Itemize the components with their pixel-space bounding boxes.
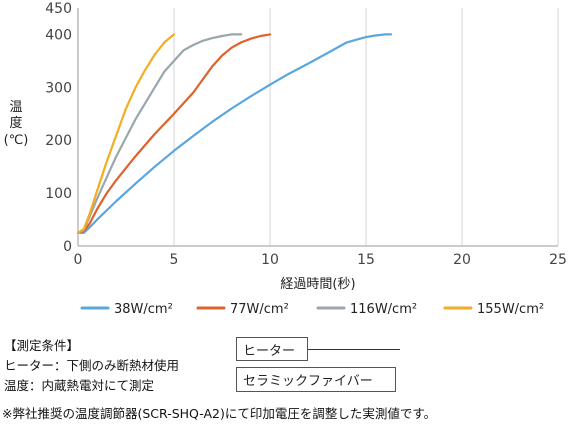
legend: 38W/cm² 77W/cm² 116W/cm² 155W/cm² [80,302,544,317]
x-tick-labels: 0 5 10 15 20 25 [74,252,567,268]
series-lines [76,33,393,234]
x-tick-label: 25 [549,252,567,268]
y-tick-label: 450 [45,1,72,17]
series-line-1 [76,33,272,234]
legend-label-1: 77W/cm² [230,302,289,317]
series-line-3 [76,33,176,234]
legend-label-3: 155W/cm² [477,302,544,317]
heater-line [308,349,400,350]
series-line-2 [76,33,243,234]
legend-label-2: 116W/cm² [350,302,417,317]
y-axis-label-part: (℃) [4,133,29,148]
y-tick-labels: 0 100 200 300 400 450 [45,1,72,255]
x-tick-label: 5 [170,252,179,268]
series-line-0 [76,33,393,234]
y-tick-label: 100 [45,186,72,202]
grid-lines [173,8,559,246]
measurement-conditions: 【測定条件】 ヒーター：下側のみ断熱材使用 温度：内蔵熱電対にて測定 [4,336,179,396]
heater-box: ヒーター [236,337,308,361]
y-tick-label: 0 [63,239,72,255]
legend-label-0: 38W/cm² [114,302,173,317]
conditions-temperature: 温度：内蔵熱電対にて測定 [4,378,155,393]
x-tick-label: 0 [74,252,83,268]
x-axis-label: 経過時間(秒) [280,277,355,292]
conditions-heater: ヒーター：下側のみ断熱材使用 [4,358,180,373]
conditions-title: 【測定条件】 [4,338,80,353]
axes [77,8,558,247]
y-axis-label: 温度 (℃) [4,100,29,148]
x-tick-label: 20 [453,252,471,268]
y-tick-label: 400 [45,27,72,43]
y-tick-label: 300 [45,80,72,96]
temperature-chart: 0 5 10 15 20 25 0 100 200 300 400 450 経過時間(秒) 温度 (℃… [4,1,567,317]
x-tick-label: 10 [261,252,279,268]
y-axis-label-part: 度 [9,115,22,131]
y-tick-label: 200 [45,133,72,149]
y-axis-label-part: 温 [9,100,22,115]
x-tick-label: 15 [357,252,375,268]
ceramic-fiber-box: セラミックファイバー [236,367,396,392]
footnote: ※弊社推奨の温度調節器(SCR-SHQ-A2)にて印加電圧を調整した実測値です。 [2,406,437,421]
